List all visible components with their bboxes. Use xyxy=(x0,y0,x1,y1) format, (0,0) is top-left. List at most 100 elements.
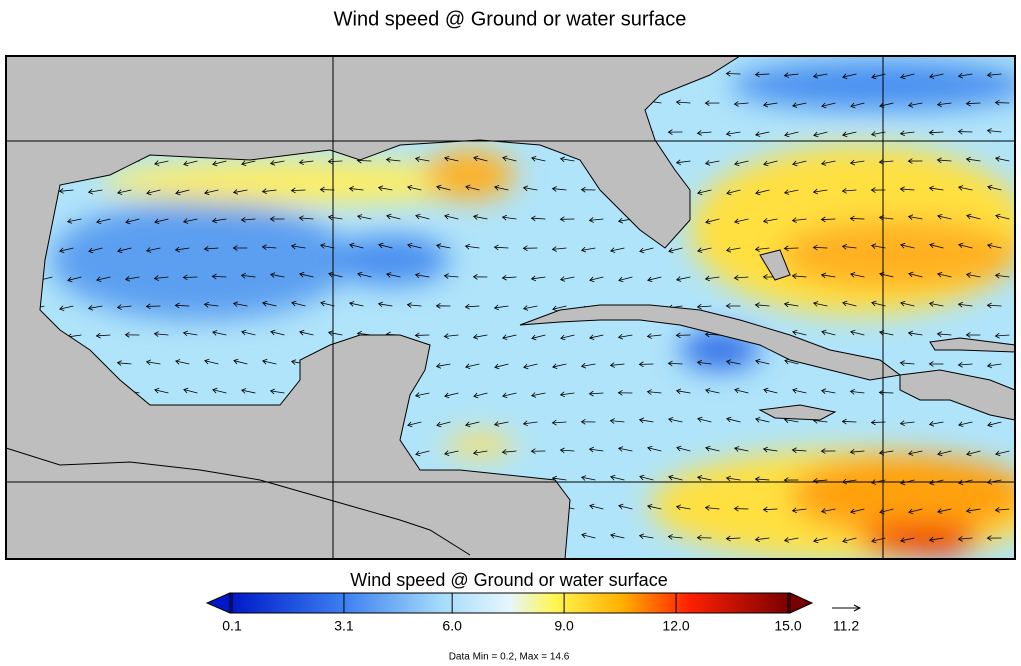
wind-arrow xyxy=(560,334,575,341)
wind-arrow xyxy=(813,537,828,544)
wind-arrow xyxy=(617,333,633,340)
wind-arrow xyxy=(754,131,770,137)
wind-arrow xyxy=(501,274,517,281)
wind-arrow xyxy=(182,274,198,281)
colorbar-tick-label: 0.1 xyxy=(222,618,242,634)
wind-arrow xyxy=(211,330,227,336)
wind-arrow xyxy=(734,387,749,394)
wind-arrow xyxy=(907,102,923,108)
wind-arrow xyxy=(704,275,720,282)
wind-arrow xyxy=(241,160,256,167)
wind-arrow xyxy=(174,246,190,253)
wind-arrow xyxy=(957,128,973,135)
wind-arrow xyxy=(994,332,1010,339)
wind-arrow xyxy=(559,276,575,282)
wind-arrow xyxy=(443,333,459,339)
wind-arrow xyxy=(813,131,828,138)
wind-arrow xyxy=(725,535,741,542)
wind-arrow xyxy=(378,242,393,249)
wind-arrow xyxy=(638,417,654,424)
wind-arrow xyxy=(327,214,343,221)
wind-arrow xyxy=(704,331,720,338)
wind-arrow xyxy=(414,272,430,279)
wind-arrow xyxy=(987,184,1002,191)
wind-arrow xyxy=(907,214,923,220)
wind-arrow xyxy=(725,130,741,137)
wind-arrow xyxy=(175,189,190,196)
wind-arrow xyxy=(638,533,654,540)
wind-arrow xyxy=(182,330,198,337)
wind-arrow xyxy=(725,247,741,253)
wind-arrow xyxy=(609,362,625,368)
wind-arrow xyxy=(754,536,770,543)
wind-arrow xyxy=(705,388,720,394)
wind-arrow xyxy=(618,503,633,510)
wind-arrow xyxy=(937,271,952,278)
wind-arrow xyxy=(232,301,248,307)
wind-arrow xyxy=(704,505,720,511)
wind-arrow xyxy=(522,305,538,311)
wind-arrow xyxy=(588,217,604,223)
wind-arrow xyxy=(386,213,401,220)
wind-arrow xyxy=(153,160,169,166)
wind-arrow xyxy=(291,300,306,307)
wind-arrow xyxy=(899,130,915,137)
wind-arrow xyxy=(464,243,480,250)
wind-arrow xyxy=(850,102,865,109)
wind-arrow xyxy=(357,271,372,278)
wind-arrow xyxy=(212,160,227,167)
wind-arrow xyxy=(986,128,1002,134)
wind-arrow xyxy=(444,392,459,399)
wind-arrow xyxy=(435,243,451,249)
wind-arrow xyxy=(117,247,132,254)
wind-arrow xyxy=(957,301,973,308)
wind-arrow xyxy=(204,189,219,196)
colorbar-tick-label: 15.0 xyxy=(774,618,801,634)
wind-arrow xyxy=(472,333,488,340)
wind-arrow xyxy=(233,358,248,365)
wind-arrow xyxy=(762,101,778,108)
wind-arrow xyxy=(849,159,865,166)
wind-arrow xyxy=(270,329,285,336)
wind-arrow xyxy=(899,420,915,426)
wind-arrow xyxy=(145,303,161,310)
colorbar-min-extend xyxy=(205,592,231,614)
wind-arrow xyxy=(522,245,538,252)
wind-arrow xyxy=(936,101,952,108)
wind-arrow xyxy=(348,301,364,307)
wind-arrow xyxy=(696,475,712,481)
wind-arrow xyxy=(696,359,712,366)
wind-arrow xyxy=(900,73,915,80)
wind-arrow xyxy=(240,388,256,394)
wind-arrow xyxy=(987,421,1002,428)
wind-arrow xyxy=(589,276,604,283)
wind-arrow xyxy=(183,387,198,394)
wind-arrow xyxy=(414,392,430,398)
wind-arrow xyxy=(465,184,480,191)
wind-arrow xyxy=(66,218,82,224)
border xyxy=(5,447,471,556)
wind-arrow xyxy=(957,361,973,368)
wind-arrow xyxy=(791,102,807,108)
wind-arrow xyxy=(494,185,509,191)
wind-arrow xyxy=(436,184,451,191)
wind-arrow xyxy=(792,160,807,167)
wind-arrow xyxy=(443,273,459,279)
wind-arrow xyxy=(791,217,807,223)
wind-arrow xyxy=(589,334,604,340)
wind-arrow xyxy=(784,358,799,365)
wind-arrow xyxy=(414,156,430,162)
wind-arrow xyxy=(849,215,865,222)
wind-arrow xyxy=(957,72,973,79)
wind-arrow xyxy=(784,131,799,138)
colorbar-max-extend xyxy=(789,592,814,614)
wind-arrow xyxy=(182,218,198,224)
wind-arrow xyxy=(145,247,161,253)
wind-arrow xyxy=(842,537,857,544)
wind-arrow xyxy=(559,391,575,398)
wind-arrow xyxy=(473,155,488,162)
wind-arrow xyxy=(146,189,161,196)
colorbar-tick-label: 3.1 xyxy=(334,618,354,634)
wind-arrow xyxy=(154,218,169,225)
wind-arrow xyxy=(204,358,219,365)
